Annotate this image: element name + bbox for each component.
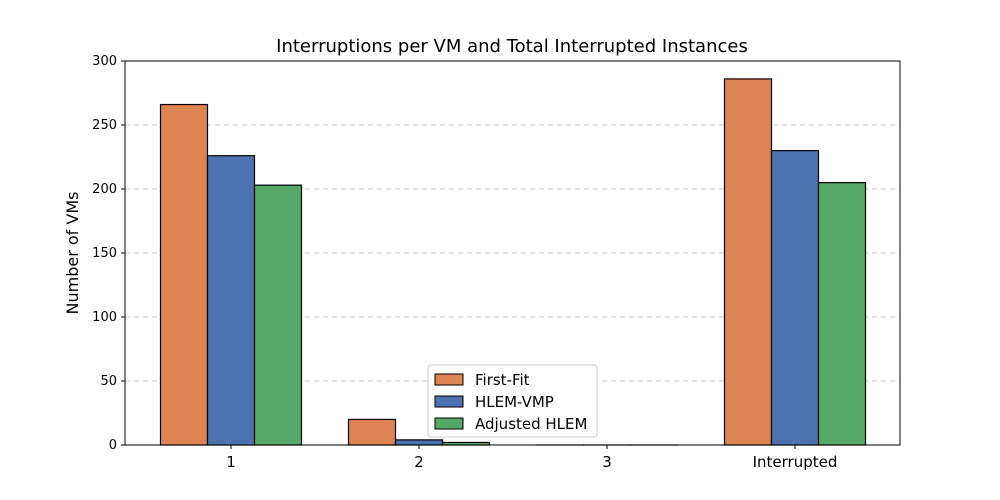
bar [159, 103, 209, 446]
legend: First-Fit HLEM-VMP Adjusted HLEM [427, 364, 598, 438]
bar [394, 439, 444, 446]
y-tick-label: 150 [92, 246, 117, 261]
legend-swatch [434, 395, 464, 408]
y-tick-label: 200 [92, 182, 117, 197]
legend-label: First-Fit [475, 371, 530, 389]
bar [770, 150, 820, 446]
y-tick-label: 0 [109, 438, 117, 453]
x-tick-label: Interrupted [753, 453, 838, 471]
bars [159, 78, 867, 446]
legend-label: Adjusted HLEM [475, 415, 587, 433]
bar [206, 155, 256, 446]
x-tick-label: 1 [226, 453, 236, 471]
bar [253, 184, 303, 446]
bar [723, 78, 773, 446]
x-tick-label: 3 [602, 453, 612, 471]
legend-swatch [434, 417, 464, 430]
chart-title: Interruptions per VM and Total Interrupt… [276, 36, 748, 57]
y-tick-label: 50 [100, 374, 117, 389]
legend-box [427, 364, 598, 438]
x-axis-ticks: 1 2 3 Interrupted [226, 445, 837, 471]
y-tick-label: 250 [92, 118, 117, 133]
y-axis-ticks: 0 50 100 150 200 250 300 [92, 54, 125, 453]
x-tick-label: 2 [414, 453, 424, 471]
bar [347, 418, 397, 446]
legend-swatch [434, 373, 464, 386]
legend-label: HLEM-VMP [475, 393, 554, 411]
y-tick-label: 300 [92, 54, 117, 69]
y-tick-label: 100 [92, 310, 117, 325]
bar [817, 182, 867, 446]
y-axis-label: Number of VMs [63, 192, 82, 315]
